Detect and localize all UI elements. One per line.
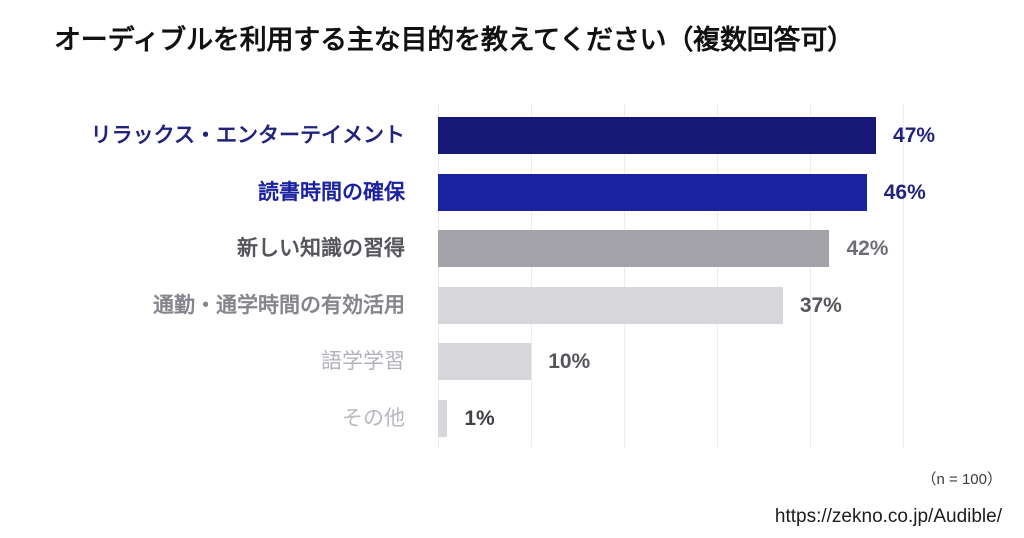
category-label: 読書時間の確保 bbox=[258, 180, 405, 204]
bar bbox=[438, 173, 867, 211]
bar bbox=[438, 343, 532, 381]
gridline bbox=[624, 104, 625, 447]
plot-area bbox=[438, 104, 904, 447]
category-label: 新しい知識の習得 bbox=[237, 237, 405, 261]
bar bbox=[438, 400, 448, 437]
gridline bbox=[717, 104, 718, 447]
source-url: https://zekno.co.jp/Audible/ bbox=[774, 506, 1002, 527]
bar bbox=[438, 230, 830, 268]
bar bbox=[438, 117, 877, 154]
gridline bbox=[810, 104, 811, 447]
category-label: リラックス・エンターテイメント bbox=[90, 124, 405, 147]
gridline bbox=[903, 104, 904, 447]
value-label: 10% bbox=[548, 350, 591, 374]
bar-row: 読書時間の確保 46% bbox=[0, 173, 1024, 211]
page-title: オーディブルを利用する主な目的を教えてください（複数回答可） bbox=[54, 25, 854, 55]
value-label: 47% bbox=[893, 124, 936, 147]
bar-row: 新しい知識の習得 42% bbox=[0, 230, 1024, 268]
sample-size-note: （n = 100） bbox=[921, 471, 1002, 488]
value-label: 46% bbox=[883, 180, 926, 204]
bar-row: リラックス・エンターテイメント 47% bbox=[0, 117, 1024, 154]
gridline bbox=[438, 104, 439, 447]
category-label: その他 bbox=[342, 407, 405, 430]
gridline bbox=[531, 104, 532, 447]
bar-row: 語学学習 10% bbox=[0, 343, 1024, 381]
value-label: 42% bbox=[846, 237, 889, 261]
value-label: 37% bbox=[799, 293, 842, 317]
bar-row: 通勤・通学時間の有効活用 37% bbox=[0, 286, 1024, 324]
category-label: 語学学習 bbox=[321, 350, 405, 374]
bar-row: その他 1% bbox=[0, 400, 1024, 437]
category-label: 通勤・通学時間の有効活用 bbox=[153, 293, 405, 317]
bar bbox=[438, 286, 783, 324]
value-label: 1% bbox=[464, 407, 495, 430]
